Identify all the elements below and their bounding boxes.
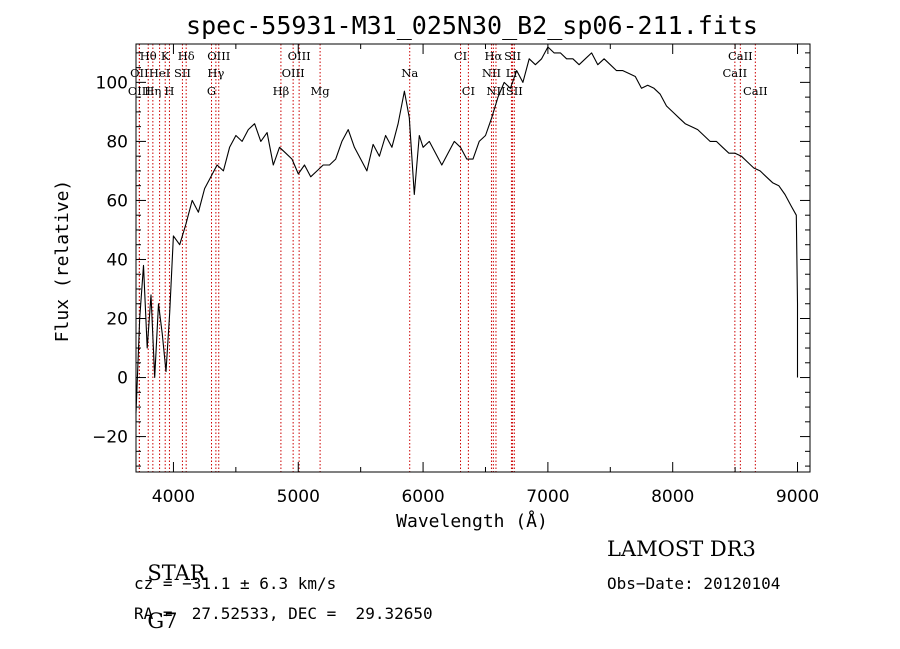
y-tick-label: 80 [106, 132, 128, 152]
coordinates: RA = 27.52533, DEC = 29.32650 [134, 604, 433, 623]
axis-tick-labels: 4000 5000 6000 7000 8000 9000 −20 0 20 40 60 80 100 [92, 73, 819, 507]
x-tick-label: 8000 [651, 487, 694, 507]
emission-line-label: Mg [311, 84, 331, 98]
emission-line-label: Hθ [140, 49, 157, 63]
emission-line-label: SII [504, 49, 521, 63]
x-tick-label: 9000 [776, 487, 819, 507]
emission-line-label: H [164, 84, 174, 98]
emission-line-label: CaII [722, 66, 747, 80]
x-tick-label: 7000 [526, 487, 569, 507]
series-line-flux [135, 46, 799, 414]
axis-ticks [136, 44, 810, 472]
emission-line-label: Hα [484, 49, 502, 63]
emission-line-label: Hη [144, 84, 161, 98]
x-axis-label: Wavelength (Å) [396, 510, 548, 532]
emission-line-label: OIII [282, 66, 305, 80]
emission-line-label: Hδ [178, 49, 195, 63]
emission-line-label: K [161, 49, 170, 63]
emission-line-label: CI [462, 84, 475, 98]
survey-name: LAMOST DR3 [607, 537, 756, 561]
classification: STAR G7 [134, 537, 206, 633]
redshift-velocity: cz = −31.1 ± 6.3 km/s [134, 574, 337, 593]
y-axis-label: Flux (relative) [52, 180, 73, 343]
y-tick-label: 60 [106, 191, 128, 211]
y-tick-label: 40 [106, 250, 128, 270]
y-tick-label: −20 [92, 428, 128, 448]
emission-line-label: CaII [743, 84, 768, 98]
x-tick-label: 6000 [401, 487, 444, 507]
y-tick-label: 20 [106, 310, 128, 330]
emission-line-label: Li [506, 66, 518, 80]
y-tick-label: 100 [96, 73, 128, 93]
emission-line-label: Hβ [273, 84, 290, 98]
chart-title: spec-55931-M31_025N30_B2_sp06-211.fits [186, 11, 758, 40]
y-tick-label: 0 [117, 369, 128, 389]
emission-line-label: NII [482, 66, 501, 80]
emission-line-label: NII [486, 84, 505, 98]
series-layer [135, 46, 799, 414]
emission-line-label: OIII [128, 84, 151, 98]
emission-line-label: Na [401, 66, 418, 80]
emission-line-markers [138, 44, 756, 472]
plot-frame [135, 43, 811, 473]
emission-line-label: OIII [207, 49, 230, 63]
x-tick-label: 5000 [277, 487, 320, 507]
object-class: STAR [147, 561, 206, 585]
emission-line-label: Hγ [207, 66, 224, 80]
observation-date: Obs−Date: 20120104 [607, 574, 781, 593]
x-tick-label: 4000 [152, 487, 195, 507]
emission-line-label: SII [174, 66, 191, 80]
emission-line-label: CI [454, 49, 467, 63]
emission-line-label: G [207, 84, 216, 98]
emission-line-label: OIII [288, 49, 311, 63]
emission-line-label: OII [130, 66, 149, 80]
emission-line-label: CaII [728, 49, 753, 63]
object-subclass: G7 [147, 609, 178, 633]
emission-line-label: HeI [149, 66, 170, 80]
